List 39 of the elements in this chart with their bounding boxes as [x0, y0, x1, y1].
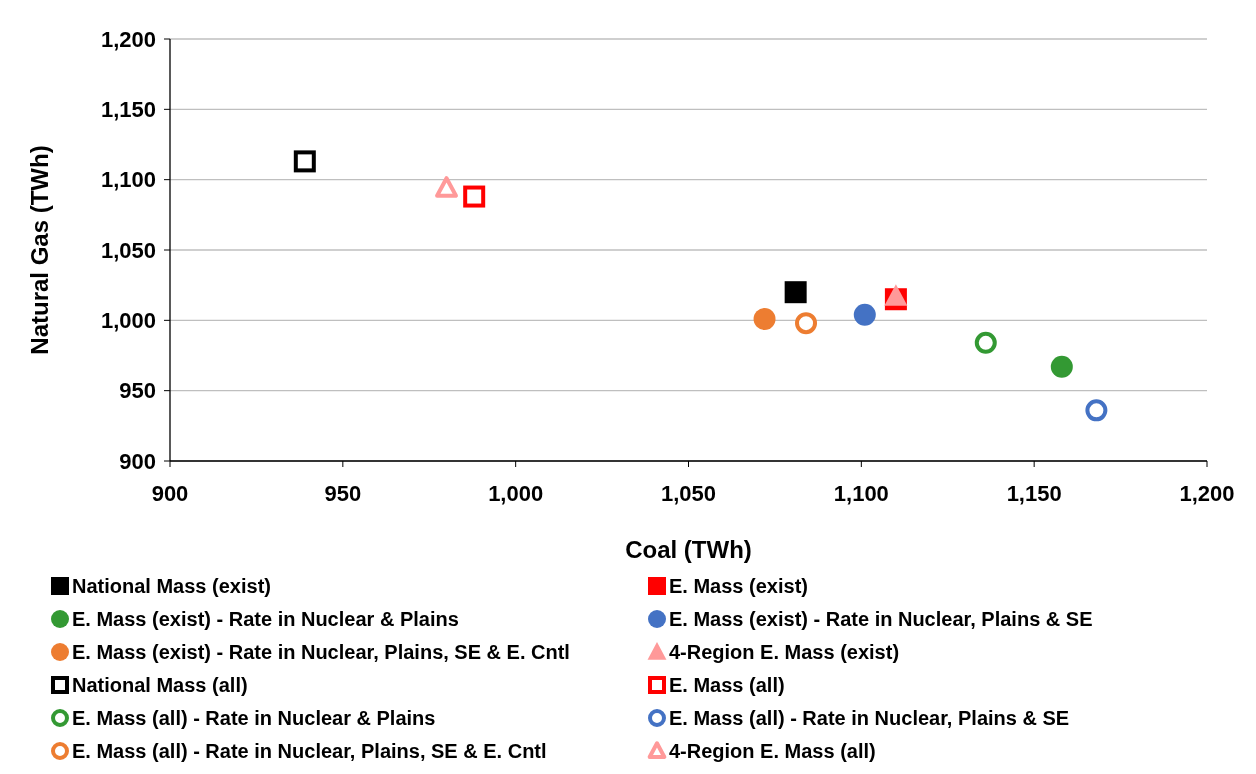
point: [784, 281, 807, 304]
legend-label: National Mass (all): [72, 674, 248, 696]
legend-label: E. Mass (all) - Rate in Nuclear & Plains: [72, 707, 436, 729]
point: [974, 331, 997, 354]
legend-label: E. Mass (exist) - Rate in Nuclear, Plains, SE & E. Cntl: [72, 641, 570, 663]
point: [293, 150, 316, 173]
point: [853, 303, 876, 326]
point: [1050, 355, 1073, 378]
x-tick-label: 1,100: [833, 481, 889, 506]
legend-label: E. Mass (exist) - Rate in Nuclear, Plains & SE: [669, 608, 1093, 630]
legend-label: E. Mass (all) - Rate in Nuclear, Plains, SE & E. Cntl: [72, 740, 547, 762]
y-tick-label: 1,000: [100, 308, 156, 334]
x-tick-label: 1,050: [660, 481, 717, 506]
y-axis-title: Natural Gas (TWh): [26, 145, 53, 355]
point: [795, 312, 818, 335]
x-tick-label: 1,200: [1179, 481, 1235, 506]
legend-label: E. Mass (exist) - Rate in Nuclear & Plains: [72, 608, 459, 630]
point: [884, 284, 908, 306]
x-tick-label: 1,150: [1006, 481, 1062, 506]
legend-label: National Mass (exist): [72, 575, 271, 597]
point: [753, 307, 776, 330]
x-axis-title: Coal (TWh): [625, 536, 752, 563]
y-tick-label: 1,150: [100, 97, 156, 123]
legend-label: E. Mass (all): [669, 674, 785, 696]
x-tick-label: 900: [151, 481, 189, 506]
y-tick-label: 950: [119, 378, 156, 404]
y-tick-label: 900: [119, 448, 156, 474]
legend-label: E. Mass (all) - Rate in Nuclear, Plains & SE: [669, 707, 1070, 729]
legend-label: 4-Region E. Mass (exist): [669, 641, 900, 663]
y-tick-label: 1,200: [100, 26, 156, 52]
y-tick-label: 1,100: [100, 167, 156, 193]
x-tick-label: 950: [324, 481, 362, 506]
point: [1085, 399, 1108, 422]
y-tick-label: 1,050: [100, 237, 156, 263]
point: [435, 176, 458, 198]
legend-label: 4-Region E. Mass (all): [669, 740, 876, 762]
legend-label: E. Mass (exist): [669, 575, 808, 597]
point: [463, 185, 486, 208]
x-tick-label: 1,000: [488, 481, 544, 506]
